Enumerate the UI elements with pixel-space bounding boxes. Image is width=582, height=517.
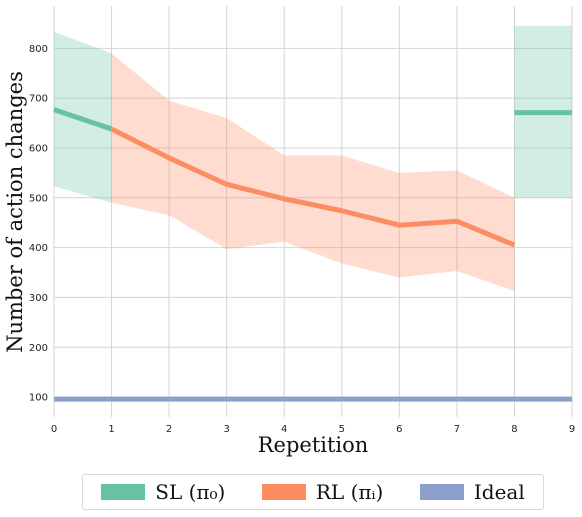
x-tick-label: 0 <box>51 424 57 435</box>
x-axis-label: Repetition <box>258 433 369 457</box>
y-tick-label: 300 <box>29 293 48 304</box>
x-tick-labels: 0 1 2 3 4 5 6 7 8 9 <box>51 424 575 435</box>
y-tick-label: 800 <box>29 44 48 55</box>
legend-item-ideal: Ideal <box>419 480 525 504</box>
x-tick-label: 1 <box>108 424 114 435</box>
x-tick-label: 9 <box>569 424 575 435</box>
sl-line <box>53 107 113 132</box>
x-tick-label: 4 <box>281 424 287 435</box>
x-tick-label: 3 <box>223 424 229 435</box>
y-tick-label: 400 <box>29 243 48 254</box>
plot-background <box>54 6 572 417</box>
y-tick-label: 700 <box>29 94 48 105</box>
legend: SL (π₀) RL (πᵢ) Ideal <box>82 474 544 510</box>
chart: 0 1 2 3 4 5 6 7 8 9 100 200 300 400 500 600 700 800 Repe… <box>3 6 575 457</box>
legend-swatch-rl <box>261 484 306 500</box>
legend-label-ideal: Ideal <box>473 480 525 504</box>
x-tick-label: 2 <box>166 424 172 435</box>
legend-swatch-sl <box>101 484 146 500</box>
legend-label-rl: RL (πᵢ) <box>315 480 384 504</box>
y-tick-label: 600 <box>29 143 48 154</box>
series-lines <box>53 107 572 402</box>
x-tick-label: 5 <box>339 424 345 435</box>
legend-label-sl: SL (π₀) <box>155 480 226 504</box>
y-axis-label: Number of action changes <box>3 71 27 353</box>
x-tick-label: 8 <box>511 424 517 435</box>
x-tick-label: 6 <box>396 424 402 435</box>
rl-line <box>110 126 516 248</box>
legend-swatch-ideal <box>419 484 464 500</box>
y-tick-labels: 100 200 300 400 500 600 700 800 <box>29 44 48 404</box>
y-tick-label: 500 <box>29 193 48 204</box>
x-tick-label: 7 <box>454 424 460 435</box>
y-tick-label: 100 <box>29 393 48 404</box>
rl-band <box>111 53 515 291</box>
y-tick-label: 200 <box>29 343 48 354</box>
legend-item-rl: RL (πᵢ) <box>261 480 384 504</box>
legend-item-sl: SL (π₀) <box>101 480 225 504</box>
